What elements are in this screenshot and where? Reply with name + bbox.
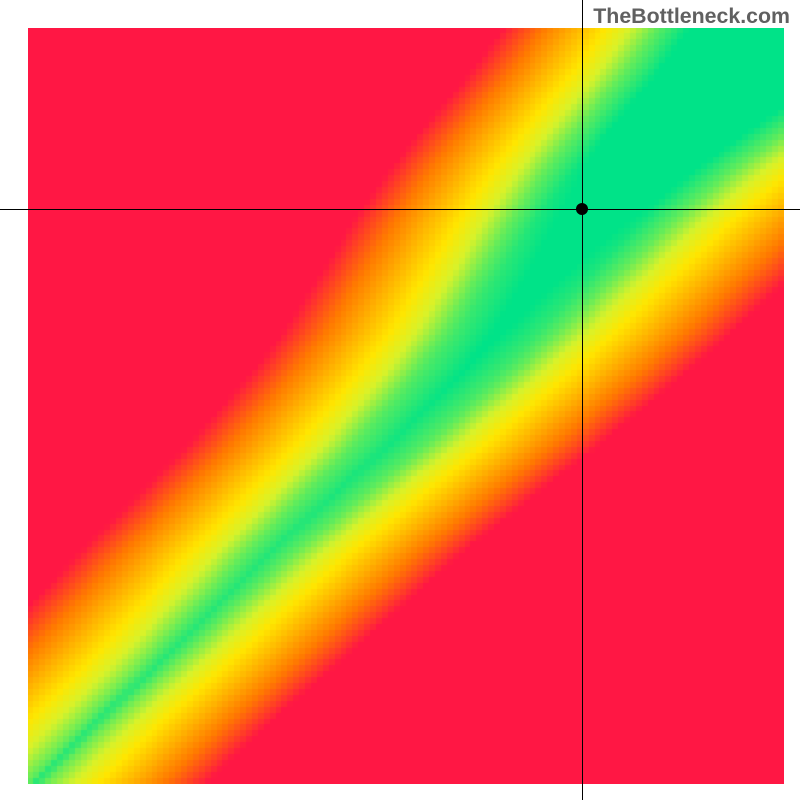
attribution-label: TheBottleneck.com <box>593 4 790 29</box>
bottleneck-heatmap <box>28 28 784 784</box>
chart-container: TheBottleneck.com <box>0 0 800 800</box>
